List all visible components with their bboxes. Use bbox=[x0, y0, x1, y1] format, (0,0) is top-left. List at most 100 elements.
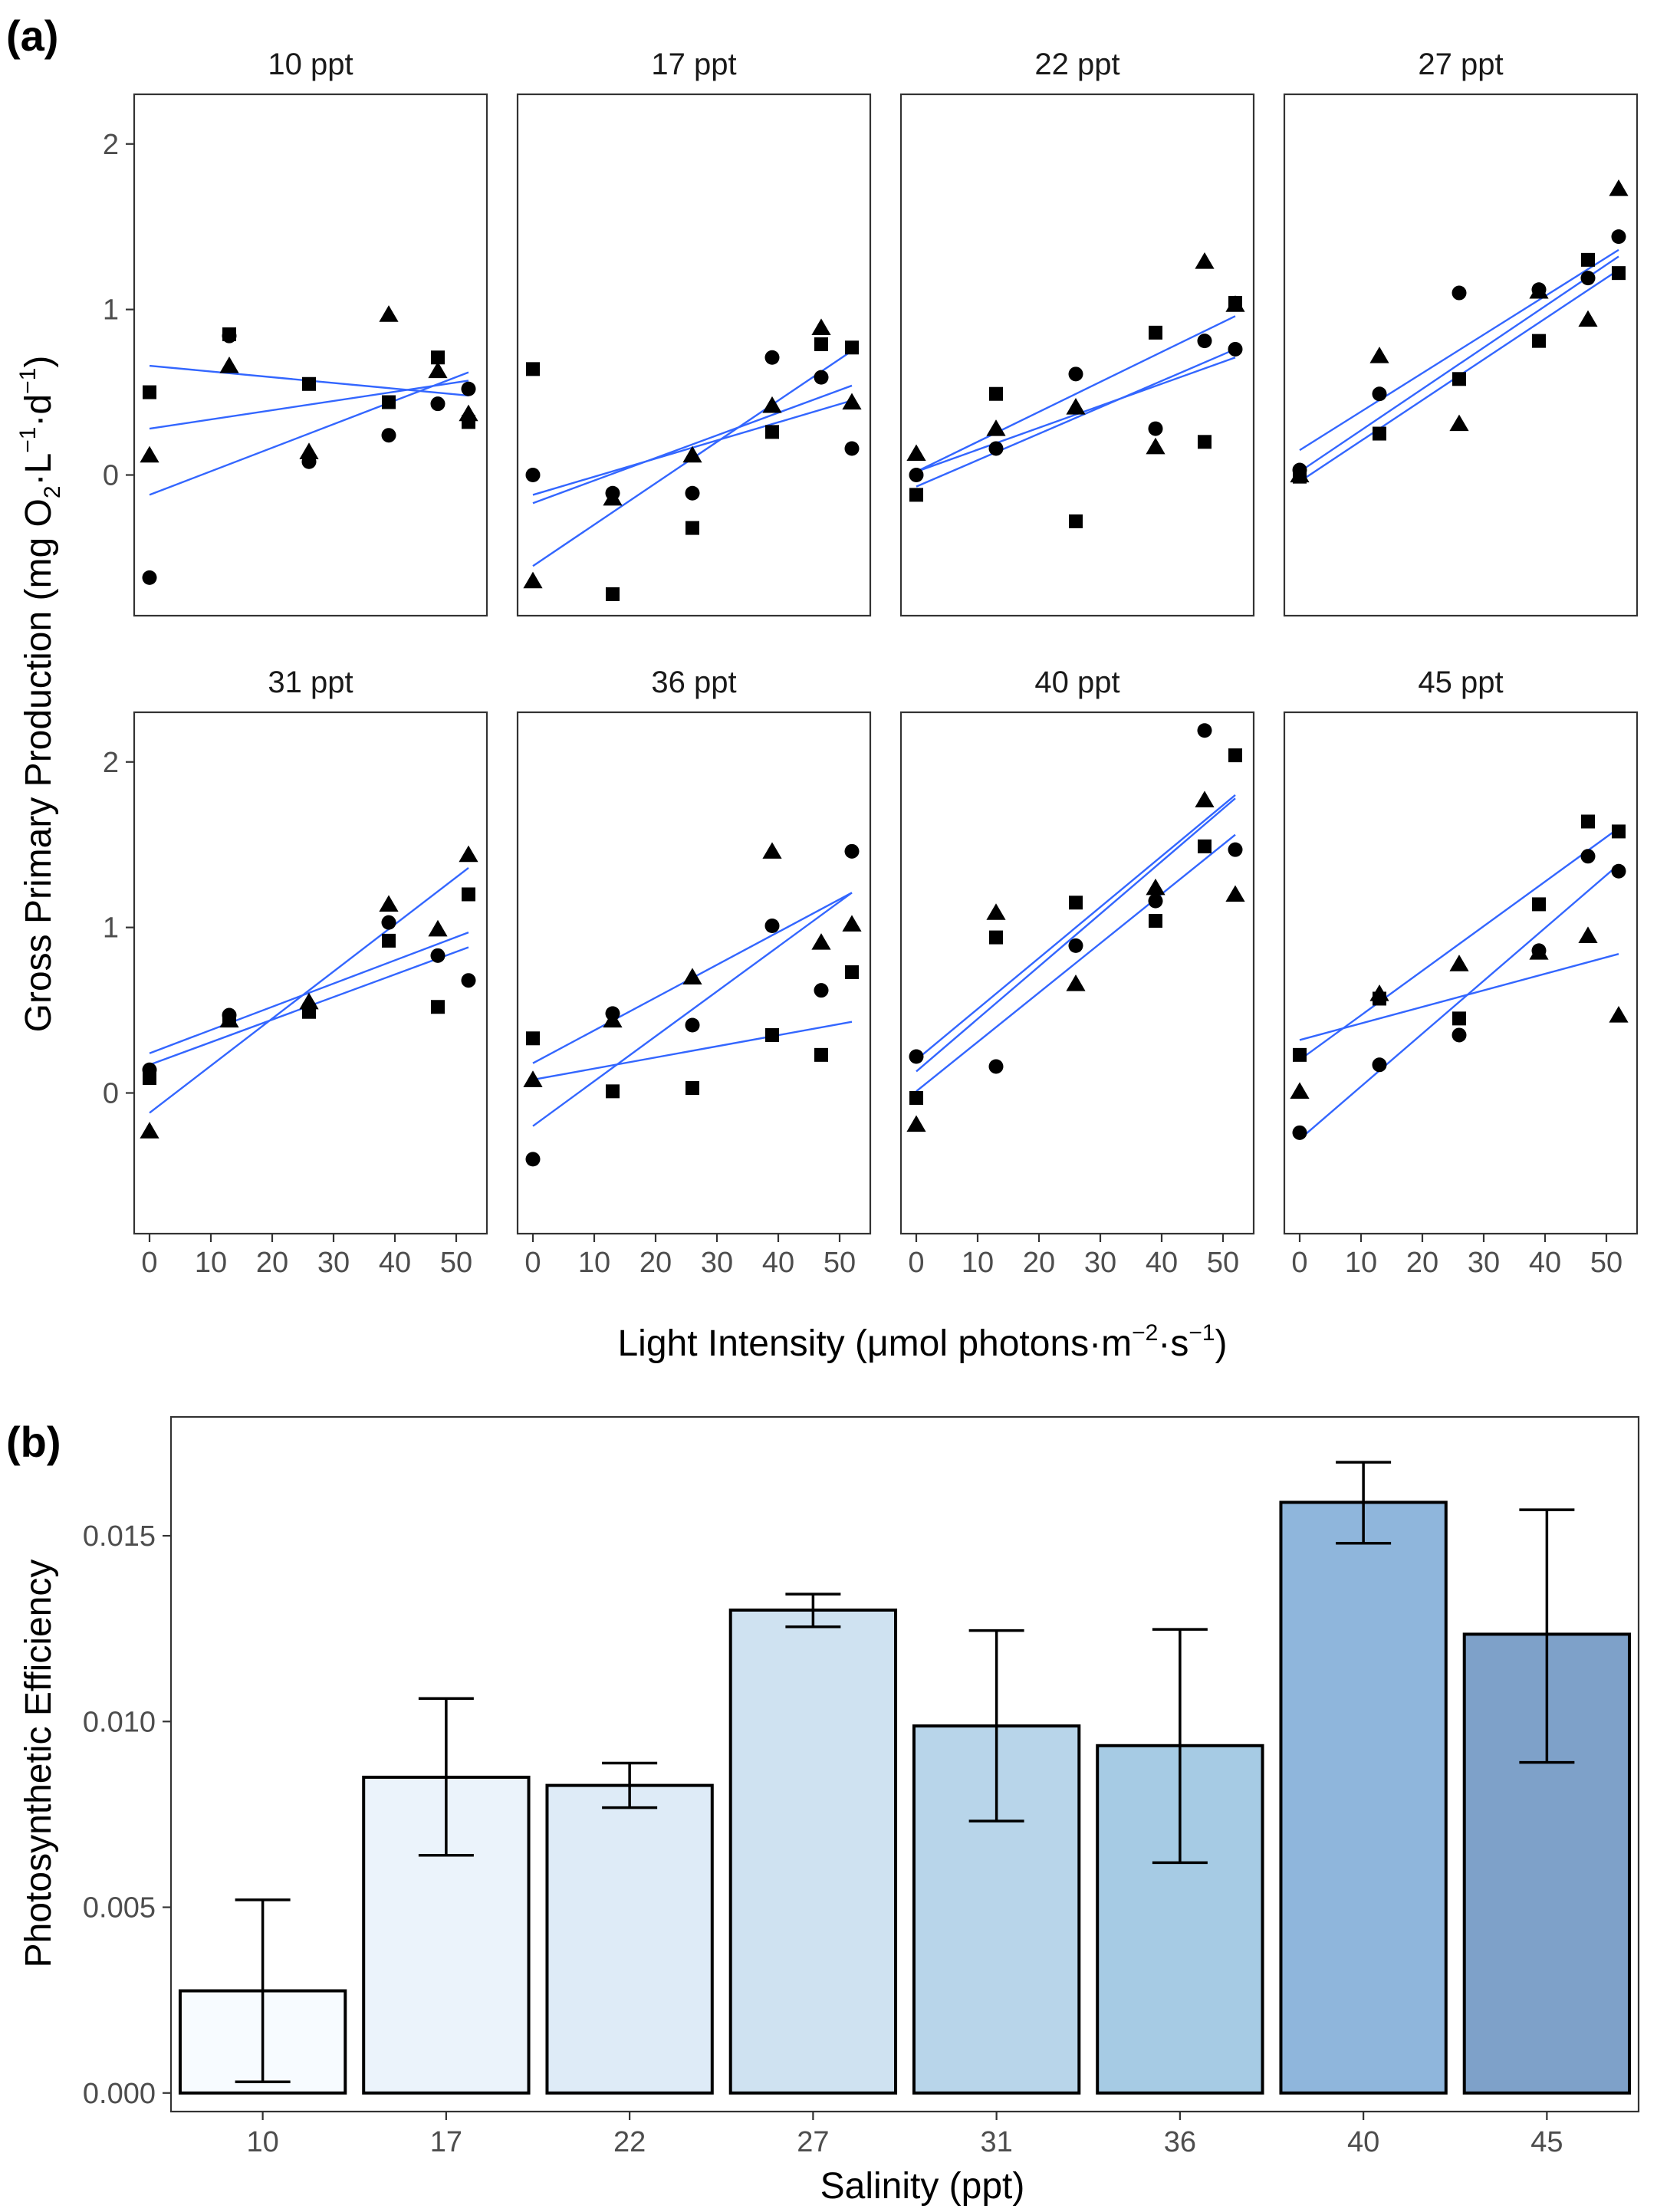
y-tick-label: 2 bbox=[103, 747, 119, 779]
point-square bbox=[1228, 748, 1242, 763]
panel-b-bar-chart: 0.000 0.005 0.010 0.015 10 17 22 27 31 36 40 45 bbox=[83, 1415, 1640, 2158]
point-circle bbox=[461, 381, 476, 396]
point-triangle bbox=[1369, 984, 1389, 1001]
point-square bbox=[1149, 914, 1162, 928]
x-tick-label: 20 bbox=[256, 1247, 288, 1279]
point-circle bbox=[814, 983, 829, 998]
point-circle bbox=[909, 1049, 924, 1064]
point-square bbox=[606, 1084, 620, 1099]
fit-line-1 bbox=[1299, 248, 1619, 452]
point-square bbox=[606, 587, 620, 601]
point-circle bbox=[764, 918, 780, 933]
point-square bbox=[1612, 266, 1626, 281]
point-triangle bbox=[1609, 179, 1629, 196]
y-tick-label: 1 bbox=[103, 294, 119, 327]
point-triangle bbox=[1290, 465, 1310, 483]
point-triangle bbox=[1066, 398, 1086, 415]
point-circle bbox=[1068, 366, 1083, 382]
point-square bbox=[845, 340, 859, 355]
fit-line-1 bbox=[149, 866, 469, 1114]
point-square bbox=[765, 1027, 779, 1042]
facet-frame bbox=[899, 93, 1255, 617]
fit-line-3 bbox=[916, 348, 1236, 488]
point-triangle bbox=[219, 1011, 239, 1028]
point-triangle bbox=[762, 842, 782, 859]
point-triangle bbox=[299, 992, 319, 1010]
point-square bbox=[814, 1047, 828, 1062]
x-tick-label: 20 bbox=[1406, 1247, 1438, 1279]
point-triangle bbox=[379, 895, 399, 912]
point-square bbox=[845, 965, 859, 979]
point-square bbox=[462, 887, 475, 902]
x-tick-label: 0 bbox=[1291, 1247, 1307, 1279]
point-triangle bbox=[811, 318, 831, 335]
point-square bbox=[989, 386, 1003, 401]
x-tick-label: 30 bbox=[1084, 1247, 1116, 1279]
y-tick-label: 2 bbox=[103, 129, 119, 161]
point-square bbox=[1149, 325, 1162, 340]
facet-36-ppt: 36 ppt 0 10 20 30 40 50 bbox=[516, 666, 872, 1279]
x-tick-label: 20 bbox=[1023, 1247, 1055, 1279]
x-tick-label: 45 bbox=[1530, 2126, 1563, 2158]
point-circle bbox=[1580, 271, 1596, 286]
point-square bbox=[1581, 252, 1595, 267]
point-triangle bbox=[1529, 281, 1549, 299]
bar-22 bbox=[545, 1783, 714, 2095]
point-triangle bbox=[762, 396, 782, 413]
x-tick-label: 27 bbox=[797, 2126, 829, 2158]
point-triangle bbox=[811, 933, 831, 950]
x-tick-label: 17 bbox=[430, 2126, 462, 2158]
point-triangle bbox=[986, 419, 1006, 436]
point-square bbox=[814, 337, 828, 351]
bar-27 bbox=[728, 1608, 898, 2095]
facet-title: 10 ppt bbox=[268, 48, 353, 81]
x-tick-label: 40 bbox=[762, 1247, 794, 1279]
point-circle bbox=[844, 843, 860, 859]
x-tick-label: 30 bbox=[701, 1247, 733, 1279]
point-square bbox=[526, 1031, 540, 1046]
panel-b-x-axis-title: Salinity (ppt) bbox=[820, 2166, 1025, 2207]
point-triangle bbox=[1449, 955, 1469, 971]
point-square bbox=[1198, 435, 1212, 449]
point-circle bbox=[1611, 863, 1626, 879]
point-square bbox=[909, 488, 923, 502]
point-circle bbox=[1580, 849, 1596, 864]
x-tick-label: 30 bbox=[1468, 1247, 1500, 1279]
x-tick-label: 40 bbox=[379, 1247, 411, 1279]
facet-10-ppt: 10 ppt 0 1 2 bbox=[103, 48, 488, 617]
point-circle bbox=[1197, 334, 1212, 349]
fit-line-2 bbox=[916, 797, 1236, 1073]
point-triangle bbox=[1578, 310, 1598, 327]
point-triangle bbox=[906, 444, 926, 462]
point-circle bbox=[1611, 229, 1626, 245]
point-triangle bbox=[428, 919, 448, 937]
fit-line-2 bbox=[149, 380, 469, 430]
x-tick-label: 40 bbox=[1529, 1247, 1561, 1279]
point-circle bbox=[381, 428, 396, 443]
point-square bbox=[382, 933, 396, 948]
point-triangle bbox=[603, 1011, 623, 1028]
point-triangle bbox=[1195, 790, 1215, 808]
x-tick-label: 10 bbox=[195, 1247, 227, 1279]
point-triangle bbox=[219, 357, 239, 373]
point-square bbox=[909, 1090, 923, 1105]
x-tick-label: 50 bbox=[1590, 1247, 1622, 1279]
facet-title: 27 ppt bbox=[1418, 48, 1503, 81]
point-square bbox=[1198, 839, 1212, 853]
point-circle bbox=[814, 370, 829, 385]
point-triangle bbox=[1195, 252, 1215, 269]
x-tick-label: 30 bbox=[317, 1247, 350, 1279]
y-tick-label: 0.005 bbox=[83, 1892, 156, 1924]
point-square bbox=[1581, 814, 1595, 829]
point-triangle bbox=[523, 1070, 543, 1087]
point-circle bbox=[844, 441, 860, 456]
point-circle bbox=[1068, 938, 1083, 953]
point-square bbox=[989, 930, 1003, 945]
fit-line-2 bbox=[1299, 827, 1619, 1061]
point-square bbox=[1532, 897, 1546, 912]
point-triangle bbox=[682, 445, 702, 463]
point-triangle bbox=[1225, 295, 1245, 312]
point-circle bbox=[685, 1017, 700, 1033]
y-tick-label: 0.015 bbox=[83, 1520, 156, 1553]
